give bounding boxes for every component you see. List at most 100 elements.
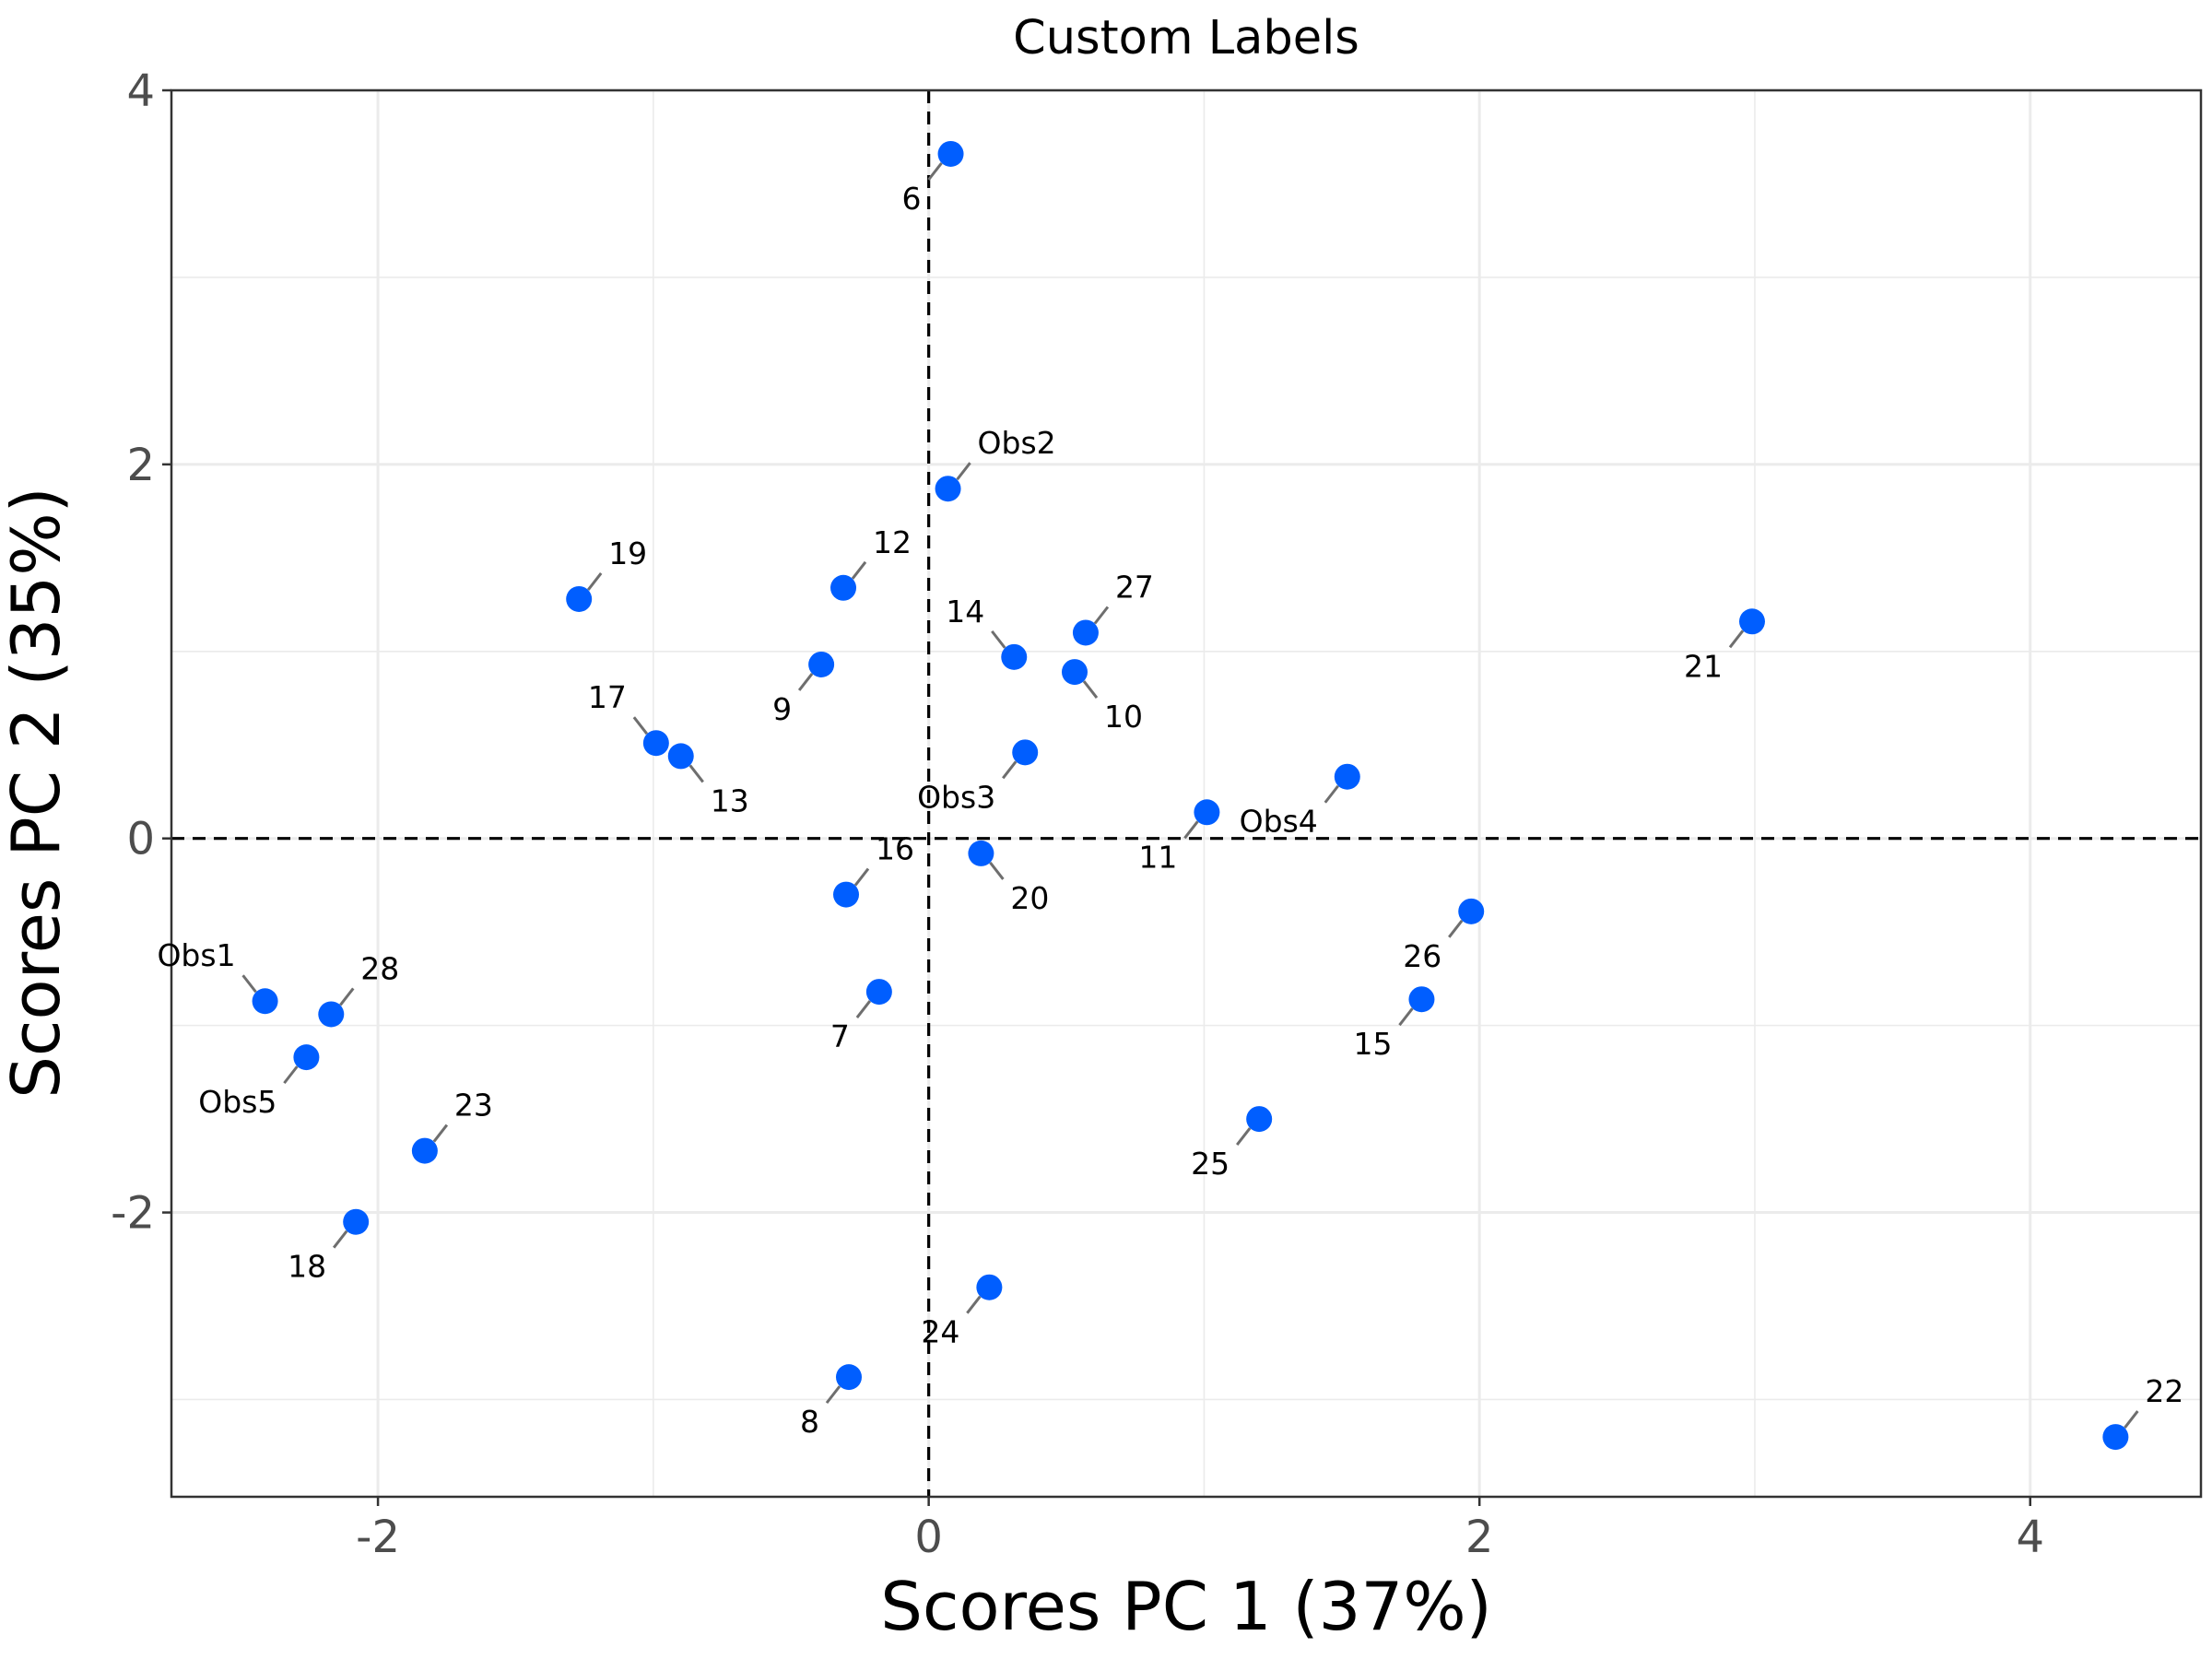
point-label: 26 [1403, 938, 1441, 974]
data-point [976, 1274, 1003, 1300]
point-label: 16 [876, 831, 914, 867]
point-label: 19 [608, 535, 647, 571]
label-connector [1728, 629, 1745, 649]
label-connector [1398, 1007, 1414, 1027]
data-points [252, 140, 2129, 1451]
point-labels: Obs1 Obs2 Obs3 Obs4 Obs5 6 7 8 9 10 11 12 13 14 15 16 17… [157, 181, 2183, 1440]
point-label: 11 [1138, 839, 1177, 875]
point-label: 13 [711, 782, 749, 818]
x-tick-label: 0 [914, 1512, 943, 1563]
point-label: 24 [921, 1314, 959, 1350]
data-point [1072, 619, 1099, 646]
point-label: 7 [830, 1018, 850, 1054]
reference-lines [171, 90, 2201, 1497]
point-label: 8 [800, 1404, 819, 1440]
label-connector [956, 462, 971, 481]
label-connector [1235, 1127, 1252, 1147]
label-connectors [241, 162, 2139, 1429]
point-label: 23 [454, 1088, 493, 1124]
data-point [252, 988, 278, 1015]
data-point [830, 574, 857, 601]
grid [171, 88, 2201, 1497]
label-connector [241, 974, 257, 994]
label-connector [966, 1295, 982, 1314]
label-connector [851, 560, 867, 580]
label-connector [1082, 680, 1099, 700]
data-point [318, 1001, 345, 1028]
point-label: 21 [1684, 648, 1723, 684]
label-connector [855, 1000, 872, 1019]
label-connector [1183, 820, 1199, 840]
point-label: 12 [873, 524, 912, 560]
data-point [411, 1137, 438, 1164]
point-label: 25 [1191, 1146, 1230, 1182]
data-point [865, 979, 892, 1006]
data-point [835, 1364, 862, 1391]
data-point [1012, 739, 1039, 766]
point-label: 14 [946, 594, 984, 629]
label-connector [632, 716, 649, 735]
data-point [1246, 1106, 1273, 1133]
label-connector [2124, 1410, 2139, 1429]
label-connector [989, 862, 1005, 880]
point-label: 17 [588, 679, 627, 715]
x-axis-label: Scores PC 1 (37%) [880, 1568, 1492, 1645]
data-point [667, 743, 694, 770]
point-label: Obs1 [157, 937, 235, 973]
data-point [293, 1044, 320, 1071]
label-connector [797, 673, 814, 691]
point-label: 9 [772, 691, 792, 727]
y-tick-label: -2 [111, 1188, 155, 1240]
label-connector [1448, 919, 1464, 938]
point-label: Obs3 [917, 779, 995, 815]
label-connector [853, 867, 870, 887]
data-point [968, 840, 994, 866]
chart-title: Custom Labels [1013, 11, 1359, 65]
point-label: 10 [1104, 699, 1143, 735]
label-connector [587, 572, 603, 591]
x-tick-label: -2 [356, 1512, 400, 1563]
data-point [833, 881, 860, 908]
data-point [808, 651, 835, 677]
data-point [937, 140, 964, 167]
label-connector [332, 1230, 348, 1249]
label-connector [991, 629, 1006, 649]
plot-panel-border [170, 88, 2203, 1499]
data-point [935, 476, 961, 502]
data-point [566, 585, 593, 612]
label-connector [1324, 784, 1339, 804]
x-tick-label: 4 [2016, 1512, 2044, 1563]
data-point [1061, 659, 1088, 686]
data-point [1738, 608, 1765, 635]
point-label: 15 [1353, 1026, 1392, 1062]
y-tick-label: 0 [126, 814, 155, 865]
y-tick-label: 2 [126, 440, 155, 491]
point-label: 18 [288, 1249, 326, 1285]
data-point [1408, 986, 1435, 1013]
label-connector [339, 987, 355, 1006]
data-point [1001, 643, 1028, 670]
data-point [642, 730, 669, 757]
label-connector [825, 1385, 841, 1405]
point-label: 20 [1010, 880, 1049, 916]
y-tick-label: 4 [126, 65, 155, 117]
point-label: 28 [360, 950, 399, 986]
label-connector [1093, 606, 1110, 625]
data-point [1458, 898, 1485, 924]
y-axis-label: Scores PC 2 (35%) [0, 487, 75, 1099]
x-tick-label: 2 [1465, 1512, 1494, 1563]
label-connector [283, 1065, 299, 1085]
label-connector [688, 764, 704, 783]
point-label: 6 [902, 181, 922, 217]
data-point [1194, 799, 1220, 826]
label-connector [927, 162, 943, 181]
point-label: Obs2 [978, 425, 1056, 461]
data-point [2102, 1424, 2129, 1451]
data-point [1334, 763, 1360, 790]
point-label: Obs5 [198, 1084, 276, 1120]
point-label: 27 [1115, 569, 1154, 605]
label-connector [1002, 760, 1018, 780]
